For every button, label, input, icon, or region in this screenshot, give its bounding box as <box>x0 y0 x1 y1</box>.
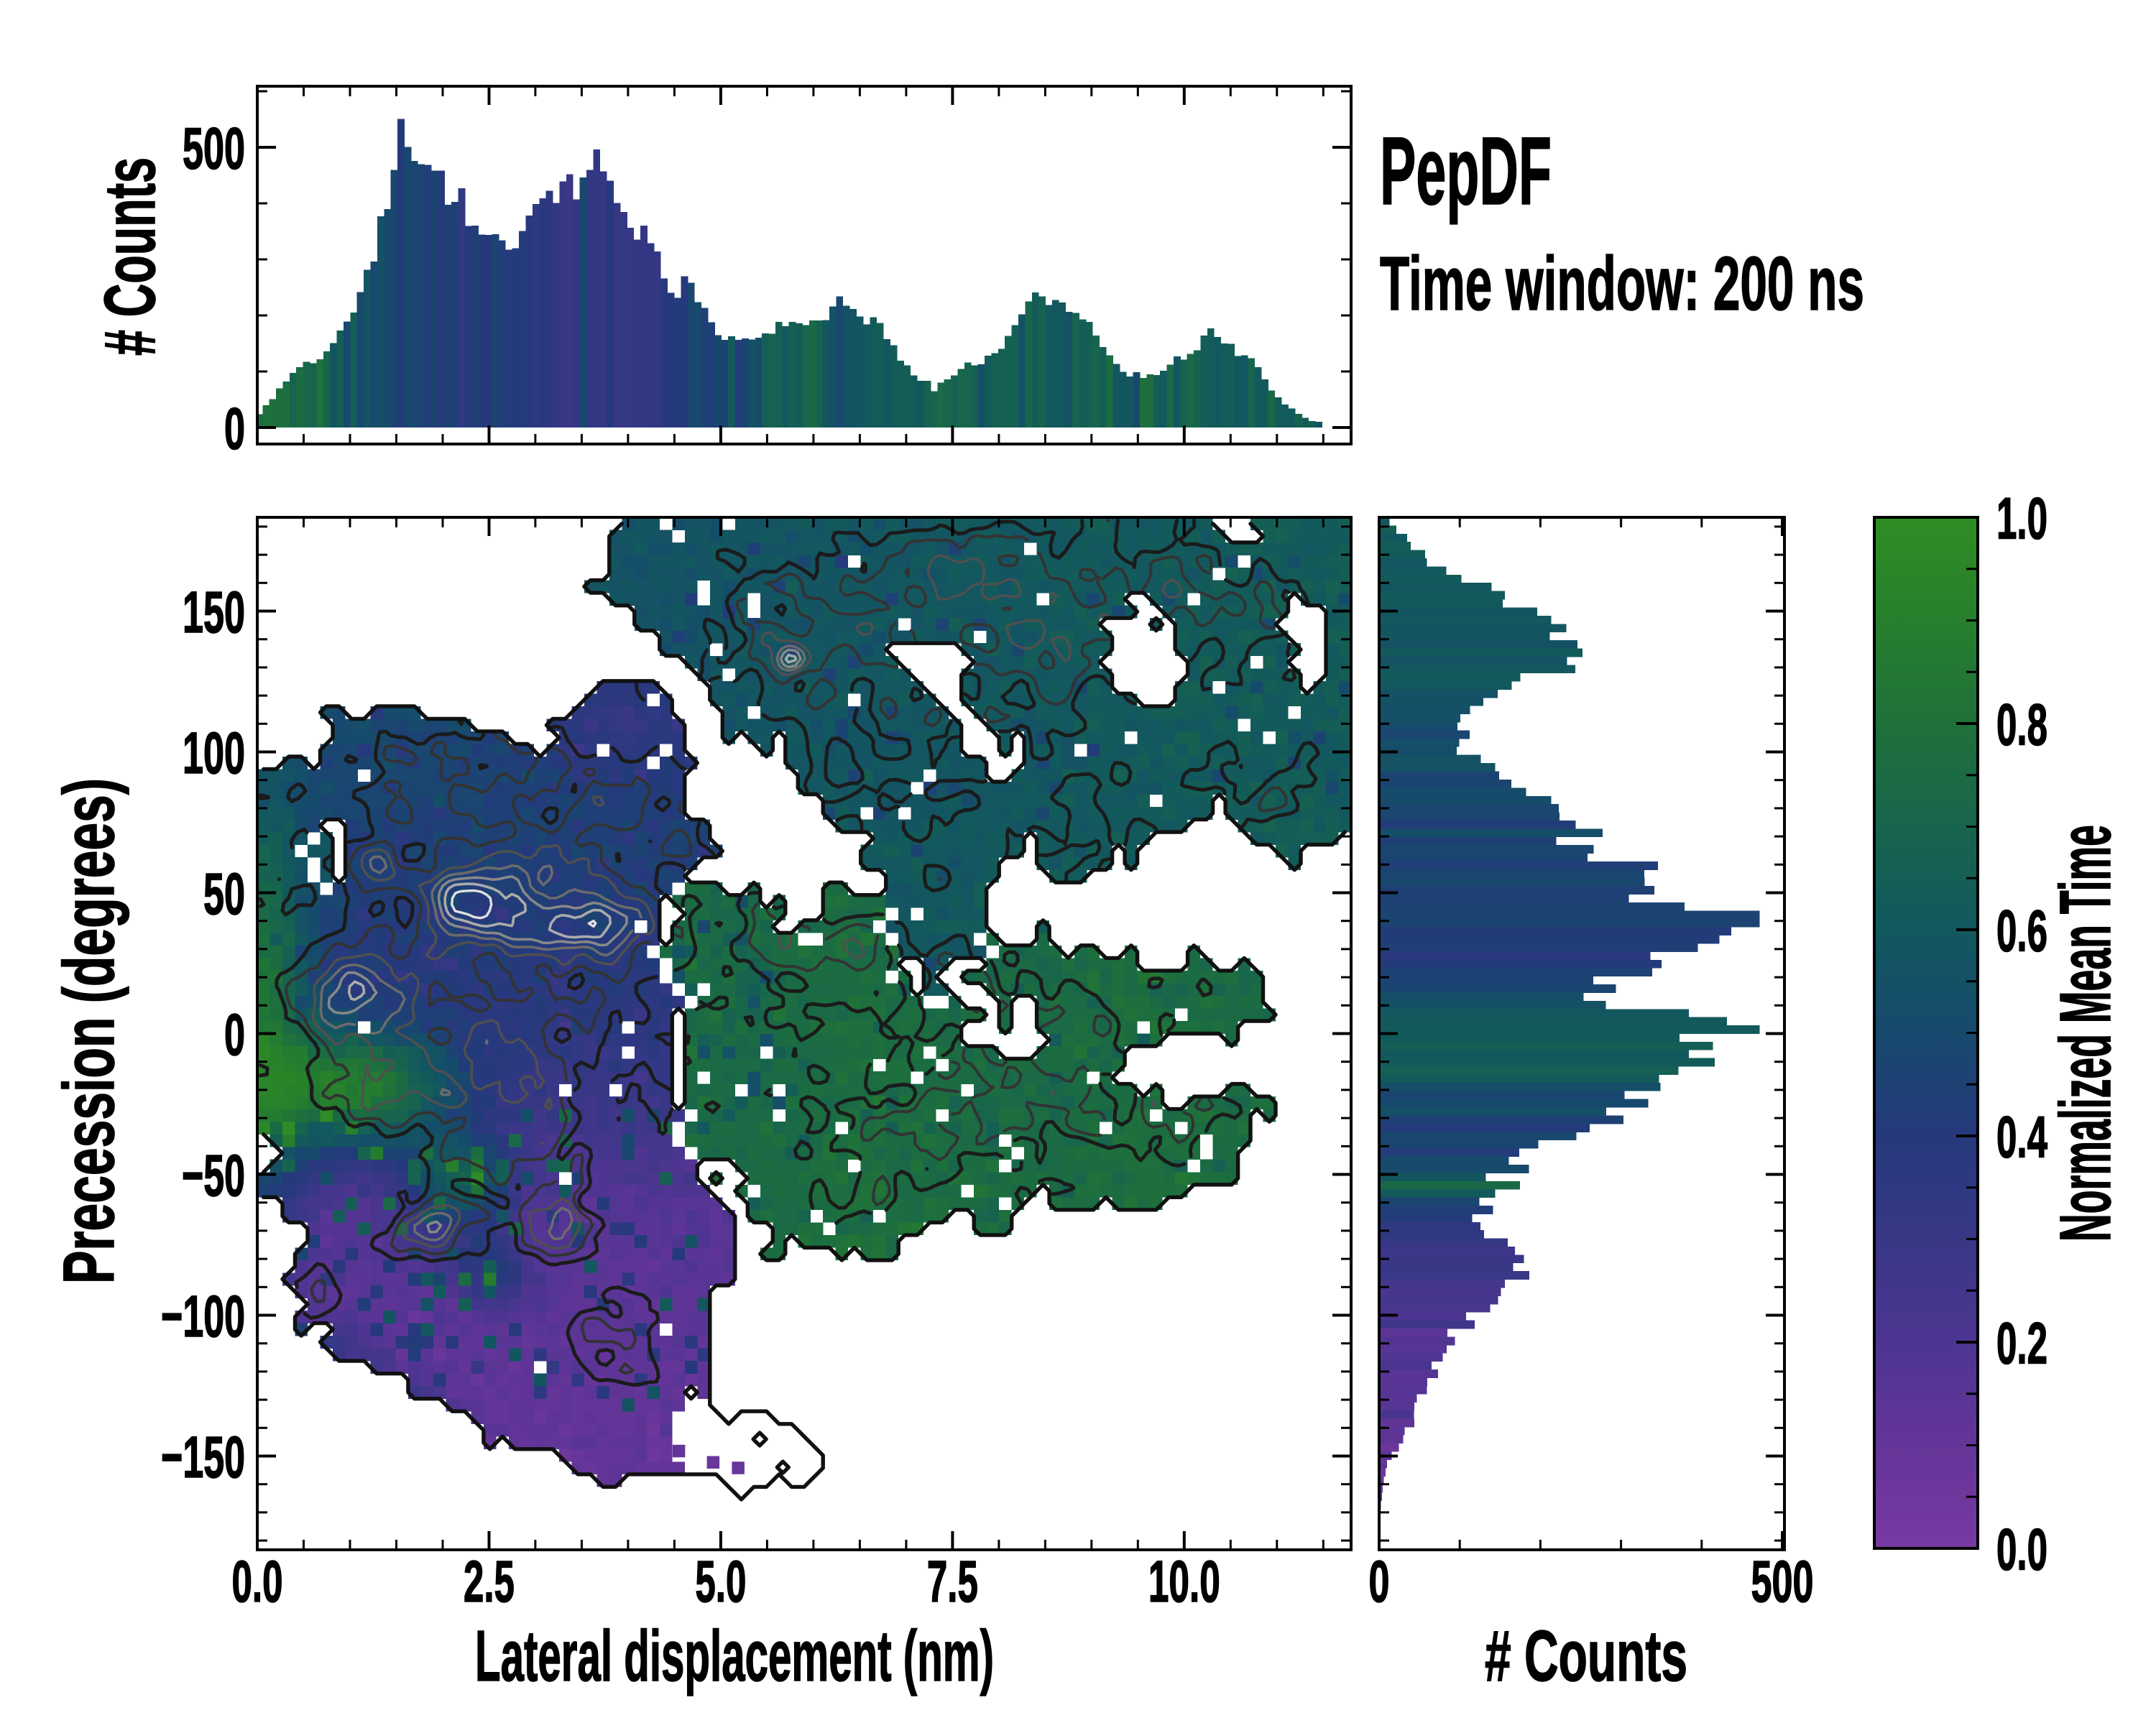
svg-text:5.0: 5.0 <box>695 1549 746 1614</box>
svg-text:−150: −150 <box>161 1425 245 1490</box>
svg-text:Precession (degrees): Precession (degrees) <box>49 778 129 1284</box>
svg-text:−100: −100 <box>161 1284 245 1349</box>
svg-text:500: 500 <box>1751 1549 1814 1614</box>
svg-text:0.0: 0.0 <box>1996 1517 2047 1582</box>
svg-text:# Counts: # Counts <box>1485 1616 1687 1696</box>
svg-text:50: 50 <box>203 861 245 927</box>
svg-text:0.6: 0.6 <box>1996 898 2047 964</box>
svg-text:100: 100 <box>183 721 245 786</box>
svg-text:0: 0 <box>224 396 245 461</box>
svg-text:−50: −50 <box>182 1143 245 1209</box>
svg-text:2.5: 2.5 <box>464 1549 515 1614</box>
svg-text:0.4: 0.4 <box>1996 1104 2047 1170</box>
svg-text:0.8: 0.8 <box>1996 692 2047 757</box>
svg-text:1.0: 1.0 <box>1996 486 2047 551</box>
svg-text:7.5: 7.5 <box>927 1549 978 1614</box>
svg-text:0: 0 <box>1369 1549 1390 1614</box>
svg-text:Time window: 200 ns: Time window: 200 ns <box>1380 241 1864 326</box>
svg-text:Normalized Mean Time: Normalized Mean Time <box>2045 825 2126 1242</box>
svg-text:0: 0 <box>224 1002 245 1068</box>
svg-text:PepDF: PepDF <box>1380 118 1552 225</box>
svg-text:500: 500 <box>183 116 245 181</box>
svg-text:Lateral displacement (nm): Lateral displacement (nm) <box>475 1616 994 1696</box>
svg-text:10.0: 10.0 <box>1148 1549 1220 1614</box>
svg-text:150: 150 <box>183 580 245 645</box>
svg-text:0.0: 0.0 <box>232 1549 283 1614</box>
svg-text:# Counts: # Counts <box>90 157 170 356</box>
svg-text:0.2: 0.2 <box>1996 1311 2047 1376</box>
